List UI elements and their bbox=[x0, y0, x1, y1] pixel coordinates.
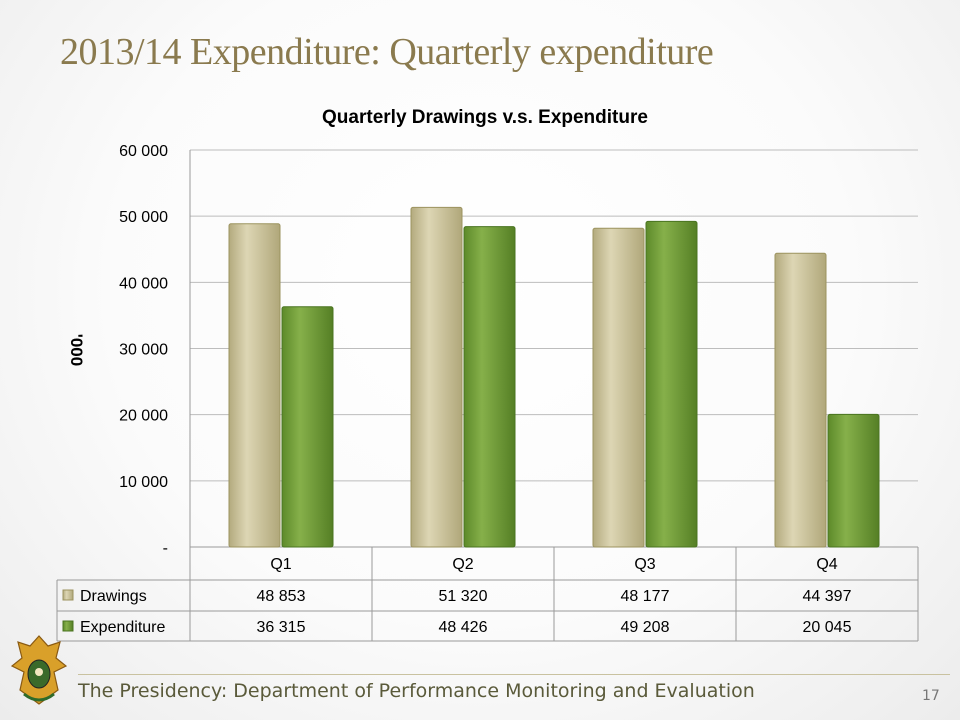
expenditure-bar bbox=[463, 226, 516, 548]
data-table-cell: 20 045 bbox=[803, 619, 852, 636]
y-tick-labels: - 10 000 20 000 30 000 40 000 50 000 60 000 bbox=[119, 143, 168, 557]
y-axis-label: '000 bbox=[67, 334, 86, 366]
y-tick-label: 60 000 bbox=[119, 143, 168, 160]
chart-title: Quarterly Drawings v.s. Expenditure bbox=[322, 107, 648, 128]
data-table-cell: 49 208 bbox=[621, 619, 670, 636]
coat-of-arms-logo bbox=[8, 632, 70, 713]
data-table: Q1 Q2 Q3 Q4 Drawings 48 853 51 320 48 177 44 397… bbox=[56, 546, 919, 642]
y-tick-label: 20 000 bbox=[119, 408, 168, 425]
page-number: 17 bbox=[922, 688, 940, 704]
y-tick-label: 10 000 bbox=[119, 474, 168, 491]
series-label: Expenditure bbox=[80, 619, 165, 636]
data-table-cell: 48 853 bbox=[257, 588, 306, 605]
y-tick-label: 30 000 bbox=[119, 342, 168, 359]
data-table-cell: 48 426 bbox=[439, 619, 488, 636]
category-label: Q1 bbox=[270, 556, 291, 573]
data-table-cell: 36 315 bbox=[257, 619, 306, 636]
bar-chart: Quarterly Drawings v.s. Expenditure '000… bbox=[56, 107, 919, 642]
category-label: Q2 bbox=[452, 556, 473, 573]
expenditure-legend-key bbox=[62, 620, 74, 632]
bars bbox=[228, 206, 880, 548]
category-label: Q3 bbox=[634, 556, 655, 573]
data-table-cell: 51 320 bbox=[439, 588, 488, 605]
data-table-cell: 48 177 bbox=[621, 588, 670, 605]
drawings-bar bbox=[774, 252, 827, 548]
y-tick-label: 50 000 bbox=[119, 209, 168, 226]
category-label: Q4 bbox=[816, 556, 837, 573]
footer-text: The Presidency: Department of Performanc… bbox=[78, 680, 755, 702]
data-table-cell: 44 397 bbox=[803, 588, 852, 605]
slide-title: 2013/14 Expenditure: Quarterly expenditu… bbox=[60, 31, 714, 73]
expenditure-bar bbox=[281, 306, 334, 548]
footer-divider bbox=[78, 674, 950, 675]
series-label: Drawings bbox=[80, 588, 147, 605]
expenditure-bar bbox=[645, 220, 698, 548]
drawings-bar bbox=[410, 206, 463, 548]
expenditure-bar bbox=[827, 413, 880, 548]
drawings-bar bbox=[228, 223, 281, 548]
drawings-legend-key bbox=[62, 589, 74, 601]
y-tick-label: 40 000 bbox=[119, 275, 168, 292]
drawings-bar bbox=[592, 227, 645, 548]
y-tick-label: - bbox=[163, 540, 168, 557]
